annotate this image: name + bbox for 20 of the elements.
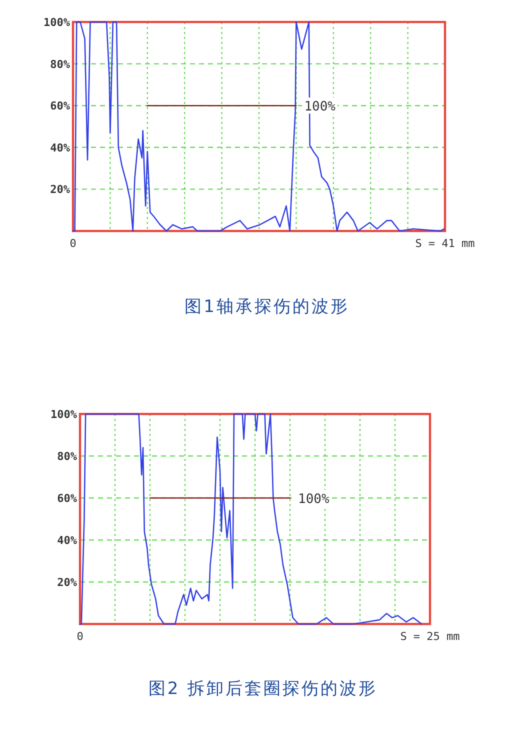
text: 图1轴承探伤的波形: [184, 297, 350, 317]
x-tick-label: S = 41 mm: [415, 237, 476, 250]
y-tick-label: 60%: [57, 492, 78, 505]
y-tick-label: 20%: [57, 576, 78, 589]
annotation: 100%: [298, 492, 330, 507]
line-series: [72, 21, 445, 232]
y-tick-label: 40%: [50, 141, 70, 154]
y-tick-label: 20%: [50, 183, 70, 196]
y-tick-label: 100%: [44, 16, 70, 29]
annotation: 100%: [304, 100, 336, 115]
y-tick-label: 80%: [50, 58, 70, 71]
x-tick-label: 0: [70, 237, 76, 250]
y-tick-label: 80%: [57, 450, 78, 463]
y-tick-label: 100%: [50, 408, 78, 421]
x-tick-label: S = 25 mm: [400, 630, 460, 643]
y-tick-label: 60%: [50, 100, 70, 113]
y-tick-label: 40%: [57, 534, 78, 547]
x-tick-label: 0: [76, 630, 84, 643]
text: 图2 拆卸后套圈探伤的波形: [148, 679, 378, 699]
line-series: [79, 413, 422, 625]
